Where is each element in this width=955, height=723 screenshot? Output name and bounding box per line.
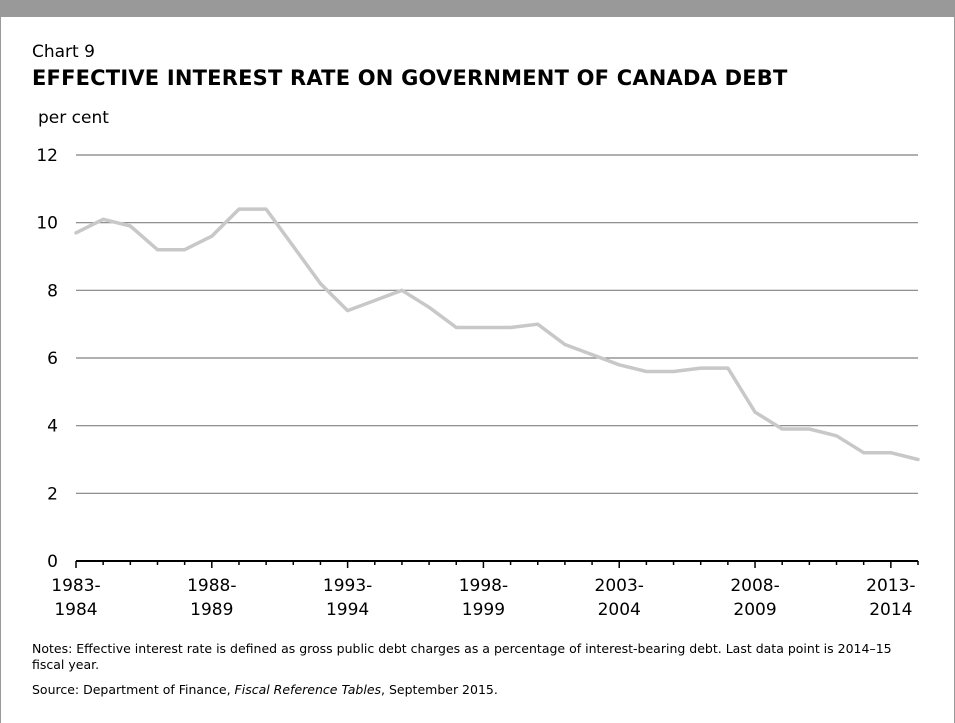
x-tick-label-1993-1994-line2: 1994	[326, 600, 369, 620]
x-tick-label-2013-2014-line2: 2014	[869, 600, 912, 620]
y-tick-label-10: 10	[36, 214, 58, 234]
data-point-1993-94	[346, 309, 350, 313]
data-point-1983-84	[74, 231, 78, 235]
x-tick-label-1988-1989-line2: 1989	[190, 600, 233, 620]
data-point-2012-13	[862, 451, 866, 455]
data-point-1988-89	[210, 234, 214, 238]
x-tick-label-2008-2009-line2: 2009	[733, 600, 776, 620]
data-point-2011-12	[835, 434, 839, 438]
data-point-1989-90	[237, 207, 241, 211]
source-suffix: , September 2015.	[381, 682, 498, 697]
data-point-2008-09	[753, 410, 757, 414]
data-point-1992-93	[318, 282, 322, 286]
y-tick-label-4: 4	[47, 417, 58, 437]
data-point-2000-01	[536, 322, 540, 326]
source-publication: Fiscal Reference Tables	[234, 682, 382, 697]
x-tick-label-2013-2014-line1: 2013-	[866, 576, 915, 596]
data-point-1997-98	[454, 326, 458, 330]
x-tick-label-1993-1994-line1: 1993-	[323, 576, 372, 596]
data-point-1985-86	[128, 224, 132, 228]
x-tick-label-2008-2009-line1: 2008-	[730, 576, 779, 596]
y-tick-label-0: 0	[47, 552, 58, 572]
source-prefix: Source: Department of Finance,	[32, 682, 235, 697]
data-point-2010-11	[807, 427, 811, 431]
chart-notes: Notes: Effective interest rate is define…	[32, 641, 892, 672]
data-point-1987-88	[183, 248, 187, 252]
data-point-2005-06	[672, 370, 676, 374]
chart-title: EFFECTIVE INTEREST RATE ON GOVERNMENT OF…	[32, 66, 788, 90]
x-tick-label-1988-1989-line1: 1988-	[187, 576, 236, 596]
data-point-1996-97	[427, 305, 431, 309]
y-tick-label-2: 2	[47, 484, 58, 504]
x-tick-label-1998-1999-line1: 1998-	[459, 576, 508, 596]
series-line-effective-interest-rate	[74, 207, 920, 462]
y-tick-label-8: 8	[47, 281, 58, 301]
data-point-2002-03	[590, 353, 594, 357]
frame-left-border	[0, 17, 1, 723]
chart-number: Chart 9	[32, 42, 95, 62]
data-point-2014-15	[916, 458, 920, 461]
data-point-2003-04	[617, 363, 621, 367]
data-point-2013-14	[889, 451, 893, 455]
y-axis-label: per cent	[38, 108, 109, 128]
x-tick-label-1983-1984-line2: 1984	[54, 600, 97, 620]
data-point-2004-05	[644, 370, 648, 374]
data-point-2009-10	[780, 427, 784, 431]
data-point-2001-02	[563, 342, 567, 346]
x-tick-label-2003-2004-line2: 2004	[598, 600, 641, 620]
y-tick-label-12: 12	[36, 146, 58, 166]
data-point-2006-07	[699, 366, 703, 370]
data-point-1986-87	[155, 248, 159, 252]
data-point-1984-85	[101, 217, 105, 221]
x-tick-label-2003-2004-line1: 2003-	[595, 576, 644, 596]
data-point-1995-96	[400, 288, 404, 292]
data-point-1994-95	[373, 298, 377, 302]
top-border-bar	[0, 0, 955, 17]
data-point-1991-92	[291, 244, 295, 248]
data-point-1999-00	[509, 326, 513, 330]
x-tick-label-1983-1984-line1: 1983-	[51, 576, 100, 596]
data-point-1998-99	[481, 326, 485, 330]
data-point-2007-08	[726, 366, 730, 370]
chart-source: Source: Department of Finance, Fiscal Re…	[32, 682, 927, 698]
y-tick-label-6: 6	[47, 349, 58, 369]
x-tick-label-1998-1999-line2: 1999	[462, 600, 505, 620]
data-point-1990-91	[264, 207, 268, 211]
